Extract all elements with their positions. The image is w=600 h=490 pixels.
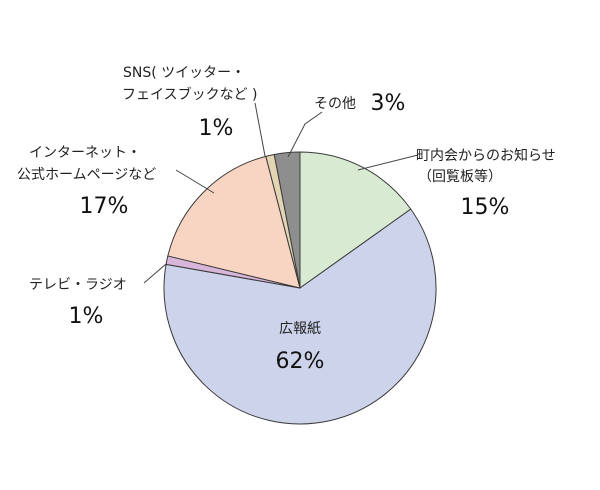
slice-value-label: 15% — [461, 195, 510, 220]
slice-label-chounaikai: 町内会からのお知らせ （回覧板等） 15% — [416, 147, 556, 220]
pie-slice-3 — [167, 155, 301, 289]
pie-slice-1 — [163, 208, 437, 425]
slice-value-label: 62% — [276, 349, 325, 374]
slice-label-line: インターネット・ — [29, 145, 141, 161]
pie-slices — [163, 151, 437, 425]
slice-label-kouhoushi: 広報紙 62% — [276, 321, 325, 374]
slice-label-sns: SNS( ツイッター・ フェイスブックなど ) 1% — [122, 65, 258, 141]
slice-value-label: 17% — [80, 194, 129, 219]
leader-line-internet — [175, 169, 215, 194]
slice-label-line: その他 — [314, 96, 356, 112]
slice-label-internet: インターネット・ 公式ホームページなど 17% — [17, 145, 156, 219]
slice-label-line: SNS( ツイッター・ — [123, 65, 245, 81]
slice-label-line: 町内会からのお知らせ — [416, 147, 556, 164]
leader-line-sns — [254, 102, 266, 157]
slice-value-label: 1% — [69, 304, 104, 329]
pie-slice-0 — [299, 151, 412, 289]
slice-value-label: 1% — [199, 116, 234, 141]
slice-label-sonota: その他 3% — [314, 91, 405, 116]
pie-slice-5 — [273, 151, 301, 289]
slice-label-line: フェイスブックなど ) — [122, 86, 258, 103]
slice-label-line: テレビ・ラジオ — [29, 277, 127, 293]
slice-label-line: （回覧板等） — [418, 168, 502, 185]
slice-label-line: 公式ホームページなど — [17, 167, 156, 183]
leader-line-terebi-rajio — [143, 263, 167, 284]
slice-label-terebi-rajio: テレビ・ラジオ 1% — [29, 277, 127, 329]
slice-label-line: 広報紙 — [279, 321, 321, 337]
leader-line-chounaikai — [357, 154, 419, 171]
leader-line-sonota — [287, 111, 323, 158]
slice-value-label: 3% — [371, 91, 406, 116]
leader-lines — [143, 102, 419, 284]
